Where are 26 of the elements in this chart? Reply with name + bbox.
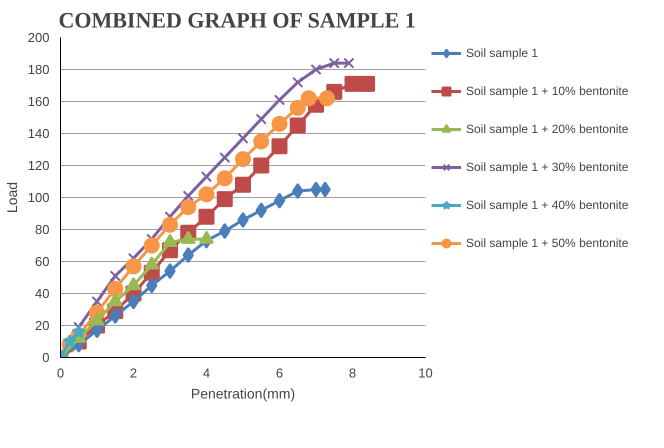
y-tick-label: 20: [35, 318, 50, 333]
y-tick-label: 180: [28, 62, 50, 77]
x-axis-title: Penetration(mm): [190, 386, 296, 402]
chart-title: COMBINED GRAPH OF SAMPLE 1: [58, 8, 416, 32]
legend-label: Soil sample 1 + 40% bentonite: [466, 197, 628, 214]
legend-label: Soil sample 1 + 20% bentonite: [466, 121, 628, 138]
legend-label: Soil sample 1 + 30% bentonite: [466, 159, 628, 176]
x-tick-label: 6: [276, 366, 284, 380]
x-tick-label: 2: [130, 366, 138, 380]
x-tick-label: 0: [56, 366, 64, 380]
y-tick-label: 40: [35, 286, 50, 301]
x-tick-label: 8: [348, 366, 356, 380]
legend-label: Soil sample 1 + 50% bentonite: [466, 235, 628, 252]
y-tick-label: 0: [42, 350, 50, 365]
y-tick-label: 200: [28, 30, 50, 45]
legend-label: Soil sample 1: [466, 45, 538, 62]
y-tick-label: 160: [28, 94, 50, 109]
y-tick-label: 60: [35, 254, 50, 269]
y-tick-label: 100: [28, 190, 50, 205]
y-tick-label: 120: [28, 158, 50, 173]
y-axis-title: Load: [4, 182, 20, 214]
y-tick-label: 80: [35, 222, 50, 237]
x-tick-label: 10: [418, 366, 433, 380]
legend-label: Soil sample 1 + 10% bentonite: [466, 83, 628, 100]
y-tick-label: 140: [28, 126, 50, 141]
x-tick-label: 4: [202, 366, 210, 380]
